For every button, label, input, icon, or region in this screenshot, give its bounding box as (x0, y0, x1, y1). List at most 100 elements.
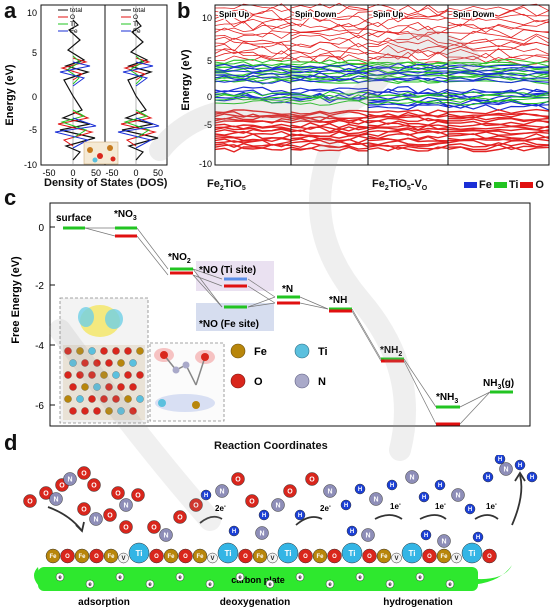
svg-text:V: V (394, 556, 398, 562)
svg-text:H: H (262, 513, 266, 519)
panel-a-ytick: 10 (27, 8, 37, 18)
svg-text:H: H (350, 529, 354, 535)
svg-text:Ti: Ti (349, 549, 356, 558)
panel-b-left-compound: Fe2TiO5 (207, 178, 246, 193)
svg-text:H: H (476, 535, 480, 541)
svg-text:H: H (358, 487, 362, 493)
svg-text:O: O (91, 482, 97, 489)
svg-text:Fe: Fe (440, 554, 448, 560)
panel-a-legend-right: total O Ti Fe (121, 7, 146, 35)
panel-a-xtick: -50 (105, 168, 118, 178)
svg-text:H: H (344, 503, 348, 509)
svg-text:H: H (390, 483, 394, 489)
panel-a-xtick: -50 (42, 168, 55, 178)
svg-text:Ti: Ti (136, 549, 143, 558)
panel-a-xlabel: Density of States (DOS) (44, 177, 168, 189)
svg-text:Fe: Fe (167, 554, 175, 560)
dos-ti-left (60, 55, 88, 139)
panel-c-xlabel: Reaction Coordinates (214, 440, 328, 452)
stage-deoxygenation: deoxygenation (220, 597, 291, 608)
state-n: *N (282, 284, 293, 295)
svg-text:O: O (70, 14, 75, 21)
svg-text:Ti: Ti (285, 549, 292, 558)
svg-text:V: V (454, 556, 458, 562)
svg-text:O: O (151, 524, 157, 531)
state-nh3: *NH3 (436, 392, 458, 405)
svg-text:O: O (303, 554, 308, 560)
state-nh: *NH (329, 295, 347, 306)
electron-transfer-labels: 2e- 2e- 1e- 1e- 1e- (215, 502, 497, 513)
svg-text:O: O (81, 506, 87, 513)
svg-text:N: N (327, 488, 332, 495)
dos-ti-right (123, 55, 151, 139)
atom-legend: Fe Ti O N (230, 343, 328, 389)
svg-text:Spin Up: Spin Up (373, 10, 403, 19)
stage-labels: adsorption deoxygenation hydrogenation (78, 597, 453, 608)
svg-text:N: N (163, 532, 168, 539)
svg-text:Fe: Fe (254, 346, 267, 358)
svg-text:H: H (232, 529, 236, 535)
process-arrows (47, 471, 526, 533)
svg-text:2e-: 2e- (320, 504, 331, 513)
dos-total-right (121, 19, 159, 161)
svg-text:O: O (123, 524, 129, 531)
svg-text:N: N (53, 496, 58, 503)
svg-text:total: total (70, 7, 83, 14)
svg-text:N: N (365, 532, 370, 539)
dos-total-left (59, 19, 96, 161)
state-nh3-gas: NH3(g) (483, 378, 514, 391)
panel-b-column-label: Spin Up (373, 10, 403, 19)
legend-fe-swatch (464, 182, 477, 188)
carbon-plate-label: carbon plate (231, 575, 285, 585)
svg-text:O: O (367, 554, 372, 560)
panel-a-ylabel: Energy (eV) (4, 64, 16, 125)
svg-text:N: N (259, 530, 264, 537)
svg-text:N: N (123, 502, 128, 509)
svg-text:N: N (455, 492, 460, 499)
svg-text:O: O (135, 492, 141, 499)
stage-hydrogenation: hydrogenation (383, 597, 452, 608)
svg-text:N: N (67, 476, 72, 483)
svg-text:N: N (275, 502, 280, 509)
state-nh2: *NH2 (380, 345, 402, 358)
svg-text:H: H (498, 457, 502, 463)
stage-adsorption: adsorption (78, 597, 130, 608)
svg-text:Ti: Ti (469, 549, 476, 558)
svg-text:O: O (332, 554, 337, 560)
svg-text:Fe: Fe (49, 554, 57, 560)
svg-text:N: N (93, 516, 98, 523)
svg-text:H: H (468, 507, 472, 513)
svg-text:total: total (133, 7, 146, 14)
panel-b-column-label: Spin Down (295, 10, 336, 19)
svg-text:H: H (424, 533, 428, 539)
svg-text:N: N (318, 376, 326, 388)
panel-b-ytick: 5 (207, 56, 212, 66)
panel-a-xtick: 0 (133, 168, 138, 178)
dos-o-left (57, 57, 94, 147)
svg-text:O: O (81, 470, 87, 477)
panel-a-legend-left: total O Ti Fe (58, 7, 83, 35)
panel-label-c: c (4, 185, 17, 210)
panel-b-band-plot: Energy (eV) 10 5 0 -5 -10 Spin Up Spin U… (180, 2, 550, 169)
svg-text:O: O (243, 554, 248, 560)
panel-c-frame (49, 202, 531, 427)
panel-label-a: a (4, 0, 17, 23)
state-no-fe: *NO (Fe site) (199, 319, 259, 330)
svg-text:H: H (298, 513, 302, 519)
panel-b-right-compound: Fe2TiO5-VO (372, 178, 428, 193)
svg-text:e: e (118, 575, 122, 581)
svg-text:Ti: Ti (318, 346, 328, 358)
svg-text:Ti: Ti (70, 21, 75, 28)
svg-text:V: V (210, 556, 214, 562)
svg-text:Fe: Fe (133, 28, 141, 35)
panel-b-ytick: -5 (204, 120, 212, 130)
panel-c-ytick: 0 (38, 223, 44, 234)
svg-text:e: e (448, 582, 452, 588)
svg-text:2e-: 2e- (215, 504, 226, 513)
svg-text:O: O (27, 498, 33, 505)
svg-text:1e-: 1e- (435, 502, 446, 511)
energy-levels (63, 226, 513, 426)
panel-label-d: d (4, 430, 18, 455)
panel-d-mechanism-schematic: carbon plate e e e e e e e e e e e e e e Fe O Fe O Fe V Ti O… (23, 455, 538, 608)
pathway-connectors (84, 227, 491, 425)
